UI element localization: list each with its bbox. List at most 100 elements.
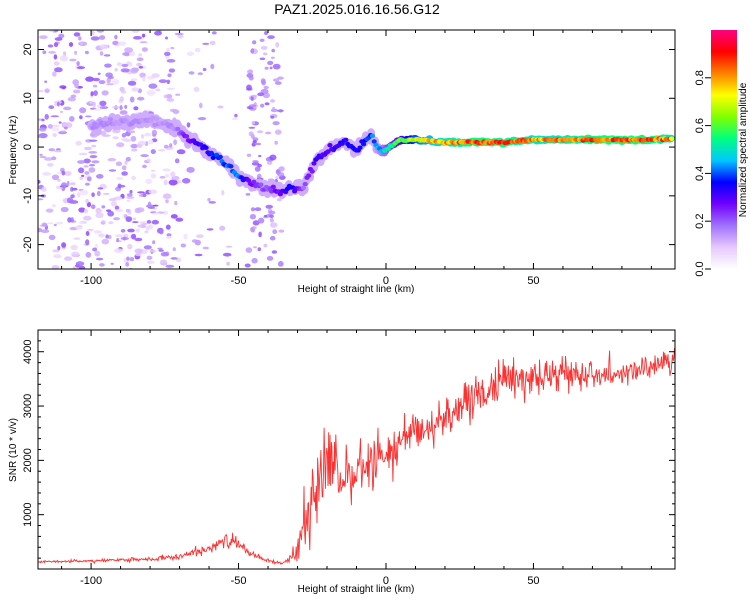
heatmap-speckle	[151, 169, 156, 172]
heatmap-speckle	[85, 76, 95, 82]
heatmap-speckle	[59, 55, 69, 62]
heatmap-speckle	[248, 126, 256, 129]
heatmap-speckle	[64, 126, 68, 130]
heatmap-speckle	[68, 42, 74, 47]
heatmap-speckle	[79, 115, 83, 120]
heatmap-speckle	[52, 204, 56, 208]
heatmap-speckle	[77, 160, 85, 164]
heatmap-speckle	[39, 153, 43, 156]
heatmap-speckle	[170, 46, 175, 50]
heatmap-speckle	[148, 83, 158, 89]
heatmap-speckle	[270, 56, 275, 59]
heatmap-speckle	[73, 32, 81, 37]
heatmap-speckle	[119, 110, 128, 115]
heatmap-speckle	[274, 81, 282, 85]
heatmap-speckle	[90, 204, 96, 209]
colorbar-tick-label: 0.6	[694, 118, 706, 133]
heatmap-speckle	[121, 171, 128, 176]
heatmap-speckle	[219, 225, 226, 231]
heatmap-speckle	[264, 102, 270, 106]
heatmap-speckle	[131, 148, 138, 152]
heatmap-speckle	[271, 48, 276, 53]
heatmap-speckle	[95, 209, 103, 213]
heatmap-speckle	[59, 85, 67, 89]
heatmap-speckle	[249, 214, 256, 220]
heatmap-speckle	[146, 158, 151, 163]
heatmap-speckle	[197, 117, 207, 121]
heatmap-speckle	[208, 201, 216, 204]
heatmap-speckle	[121, 165, 127, 171]
heatmap-speckle	[134, 207, 142, 214]
heatmap-speckle	[138, 66, 144, 69]
heatmap-speckle	[101, 134, 111, 137]
heatmap-speckle	[93, 108, 103, 111]
heatmap-speckle	[134, 248, 143, 254]
heatmap-speckle	[84, 171, 90, 175]
heatmap-speckle	[54, 67, 63, 73]
heatmap-speckle	[121, 138, 129, 141]
heatmap-speckle	[191, 239, 198, 243]
heatmap-speckle	[119, 105, 123, 111]
heatmap-speckle	[207, 197, 211, 202]
heatmap-speckle	[152, 240, 156, 245]
heatmap-ridge-cell	[208, 150, 214, 156]
heatmap-speckle	[71, 251, 80, 257]
heatmap-speckle	[188, 71, 195, 75]
heatmap-x-label: Height of straight line (km)	[298, 284, 415, 295]
heatmap-speckle	[163, 210, 168, 216]
heatmap-speckle	[45, 208, 54, 213]
heatmap-speckle	[79, 107, 87, 114]
heatmap-speckle	[251, 161, 260, 166]
heatmap-speckle	[142, 164, 147, 169]
heatmap-speckle	[265, 131, 272, 135]
heatmap-speckle	[93, 230, 102, 234]
heatmap-speckle	[231, 117, 239, 120]
heatmap-speckle	[141, 47, 148, 52]
heatmap-speckle	[167, 87, 176, 90]
heatmap-speckle	[269, 235, 276, 241]
heatmap-speckle	[186, 166, 195, 173]
heatmap-speckle	[152, 204, 159, 207]
heatmap-speckle	[145, 178, 153, 185]
heatmap-speckle	[70, 186, 74, 192]
heatmap-speckle	[120, 236, 129, 241]
heatmap-speckle	[67, 97, 76, 102]
heatmap-speckle	[138, 53, 143, 57]
heatmap-speckle	[146, 90, 156, 96]
heatmap-speckle	[56, 172, 62, 175]
heatmap-speckle	[117, 62, 121, 66]
heatmap-speckle	[38, 90, 44, 93]
heatmap-marks	[38, 30, 675, 269]
heatmap-speckle	[147, 206, 156, 209]
heatmap-speckle	[114, 34, 118, 40]
heatmap-speckle	[140, 225, 147, 228]
heatmap-speckle	[48, 30, 55, 33]
heatmap-speckle	[174, 200, 178, 206]
heatmap-speckle	[44, 113, 49, 120]
heatmap-speckle	[263, 85, 269, 90]
heatmap-speckle	[136, 62, 142, 67]
heatmap-speckle	[202, 42, 210, 46]
heatmap-speckle	[269, 217, 274, 223]
heatmap-speckle	[91, 144, 97, 148]
heatmap-speckle	[251, 226, 257, 230]
heatmap-speckle	[274, 129, 282, 135]
heatmap-speckle	[40, 229, 50, 233]
heatmap-speckle	[77, 192, 81, 198]
heatmap-speckle	[258, 154, 262, 158]
heatmap-speckle	[257, 173, 262, 179]
heatmap-speckle	[165, 199, 169, 204]
heatmap-speckle	[160, 251, 169, 257]
heatmap-speckle	[52, 249, 60, 253]
heatmap-speckle	[269, 66, 273, 70]
heatmap-speckle	[157, 247, 163, 250]
heatmap-speckle	[263, 214, 268, 217]
heatmap-speckle	[272, 229, 278, 235]
heatmap-speckle	[48, 234, 56, 241]
heatmap-speckle	[41, 222, 48, 227]
heatmap-speckle	[277, 261, 284, 267]
heatmap-speckle	[75, 261, 85, 267]
heatmap-speckle	[148, 189, 157, 194]
